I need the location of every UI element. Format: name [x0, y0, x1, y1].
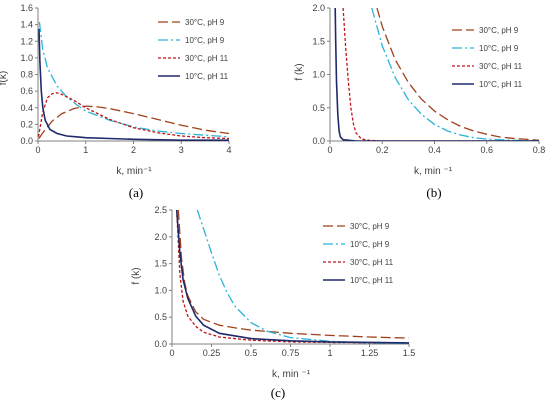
y-tick-label: 0.2: [20, 119, 33, 129]
series-line-30c-ph9: [38, 105, 230, 139]
x-tick-label: 0.5: [245, 348, 258, 358]
series-line-10c-ph9: [371, 7, 540, 141]
x-tick-label: 1.25: [361, 348, 379, 358]
y-tick-label: 2.0: [312, 3, 325, 13]
x-tick-label: 4: [226, 145, 231, 155]
series-line-30c-ph9: [376, 7, 540, 141]
x-tick-label: 0.75: [282, 348, 300, 358]
x-tick-label: 1: [327, 348, 332, 358]
y-tick-label: 1.2: [20, 36, 33, 46]
x-tick-label: 0: [327, 145, 332, 155]
x-tick-label: 0.25: [203, 348, 221, 358]
legend-label: 30°C, pH 9: [350, 222, 390, 231]
legend-label: 30°C, pH 11: [350, 258, 394, 267]
y-tick-label: 1.4: [20, 20, 33, 30]
legend-label: 10°C, pH 11: [479, 80, 523, 89]
x-tick-label: 0.4: [428, 145, 441, 155]
legend-label: 10°C, pH 9: [350, 240, 390, 249]
x-axis-title-c: k, min ⁻¹: [272, 369, 311, 380]
y-tick-label: 1.0: [312, 70, 325, 80]
y-tick-label: 0.4: [20, 103, 33, 113]
panel-label-c: (c): [271, 385, 285, 400]
series-line-10c-ph9: [196, 209, 410, 344]
x-tick-label: 3: [179, 145, 184, 155]
y-tick-label: 0.8: [20, 70, 33, 80]
x-tick-label: 0.2: [376, 145, 389, 155]
x-axis-title-b: k, min ⁻¹: [414, 166, 453, 177]
series-line-30c-ph11: [342, 7, 539, 141]
legend-label: 10°C, pH 9: [479, 44, 519, 53]
panel-label-a: (a): [129, 185, 143, 200]
series-line-10c-ph11: [175, 209, 410, 344]
legend-label: 30°C, pH 11: [479, 62, 523, 71]
y-axis-title-a: f(k): [0, 71, 9, 85]
y-axis-title-b: f (k): [294, 63, 305, 80]
y-tick-label: 1.0: [154, 285, 167, 295]
series-line-10c-ph11: [38, 28, 229, 141]
x-tick-label: 2: [131, 145, 136, 155]
chart-panel-b: f (k) k, min ⁻¹ (b) 0.0 0.5 1.0 1.5 2.0 0 0.2 0…: [294, 3, 545, 200]
y-tick-label: 1.6: [20, 3, 33, 13]
y-tick-label: 1.5: [312, 36, 325, 46]
series-line-30c-ph11: [38, 92, 230, 140]
y-tick-label: 0.0: [154, 339, 167, 349]
y-tick-label: 0.5: [312, 103, 325, 113]
x-tick-label: 0: [169, 348, 174, 358]
panel-label-b: (b): [426, 185, 441, 200]
legend-label: 10°C, pH 11: [185, 72, 229, 81]
series-line-10c-ph11: [334, 7, 539, 141]
y-tick-label: 0.6: [20, 86, 33, 96]
y-tick-label: 0.0: [312, 136, 325, 146]
legend: 30°C, pH 9 10°C, pH 9 30°C, pH 11 10°C, pH …: [158, 18, 229, 81]
y-tick-label: 1.0: [20, 53, 33, 63]
x-tick-label: 0.8: [533, 145, 546, 155]
legend: 30°C, pH 9 10°C, pH 9 30°C, pH 11 10°C, pH …: [452, 26, 523, 89]
chart-panel-a: f(k) k, min⁻¹ (a) 0.0 0.2 0.4 0.6 0.8 1.0 1.2 1…: [0, 3, 232, 200]
legend-label: 10°C, pH 9: [185, 36, 225, 45]
legend: 30°C, pH 9 10°C, pH 9 30°C, pH 11 10°C, pH …: [323, 222, 394, 285]
x-tick-label: 1.5: [403, 348, 416, 358]
x-tick-label: 0: [35, 145, 40, 155]
legend-label: 30°C, pH 11: [185, 54, 229, 63]
series-line-30c-ph11: [176, 209, 410, 344]
chart-panel-c: f (k) k, min ⁻¹ (c) 0.0 0.5 1.0 1.5 2.0 2.5 0 0…: [131, 205, 415, 400]
legend-label: 30°C, pH 9: [479, 26, 519, 35]
y-tick-label: 2.0: [154, 232, 167, 242]
y-axis-title-c: f (k): [131, 267, 142, 284]
x-tick-label: 1: [83, 145, 88, 155]
legend-label: 10°C, pH 11: [350, 276, 394, 285]
series-line-10c-ph9: [38, 22, 230, 138]
y-tick-label: 0.5: [154, 312, 167, 322]
y-tick-label: 2.5: [154, 205, 167, 215]
legend-label: 30°C, pH 9: [185, 18, 225, 27]
x-tick-label: 0.6: [480, 145, 493, 155]
y-tick-label: 1.5: [154, 259, 167, 269]
x-axis-title-a: k, min⁻¹: [116, 166, 152, 177]
y-tick-label: 0.0: [20, 136, 33, 146]
